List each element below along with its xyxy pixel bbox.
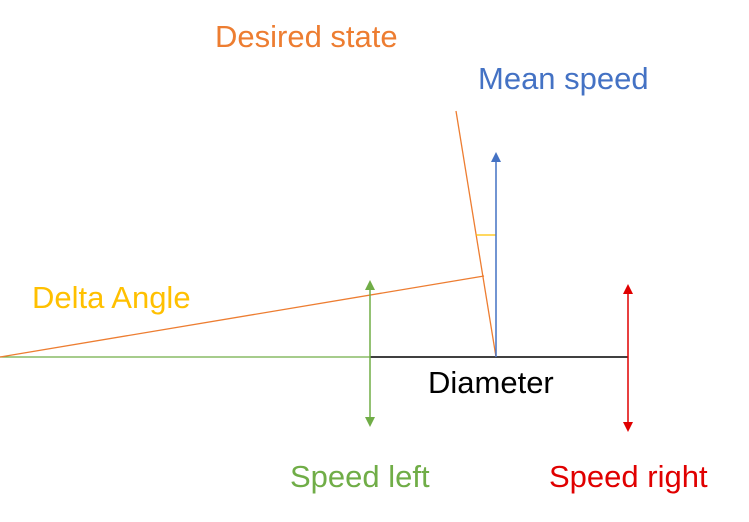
mean-speed-label: Mean speed <box>478 61 649 96</box>
desired-state-label: Desired state <box>215 19 398 54</box>
diameter-label: Diameter <box>428 365 554 400</box>
speed-right-label: Speed right <box>549 459 708 494</box>
delta-angle-label: Delta Angle <box>32 280 191 315</box>
speed-left-label: Speed left <box>290 459 430 494</box>
desired-state-line <box>455 110 497 358</box>
delta-angle-line <box>0 275 485 358</box>
